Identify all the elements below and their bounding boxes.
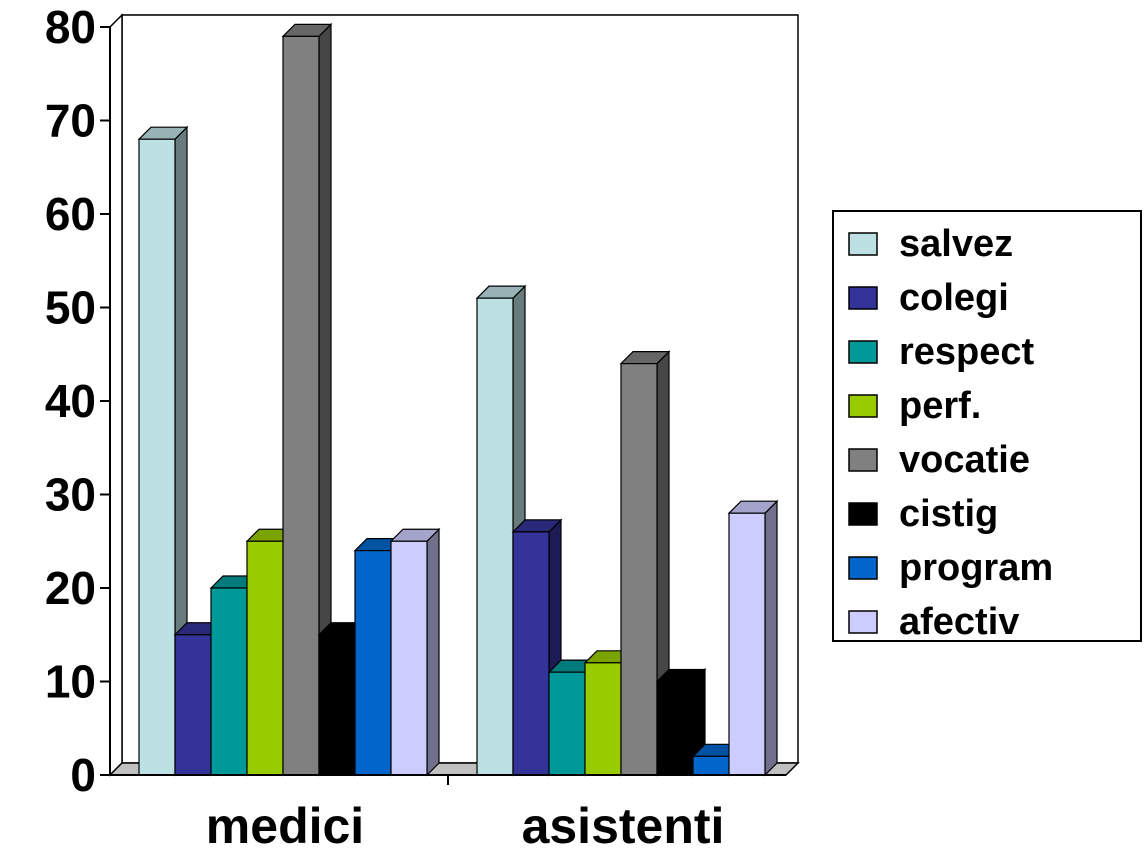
y-tick-label: 40 xyxy=(45,375,96,427)
y-tick-label: 50 xyxy=(45,282,96,334)
bars xyxy=(137,22,779,777)
x-tick-label: medici xyxy=(206,798,364,845)
bar-salvez-medici xyxy=(137,125,189,777)
legend-swatch xyxy=(848,340,878,364)
y-tick-label: 80 xyxy=(45,1,96,53)
y-tick-label: 60 xyxy=(45,188,96,240)
legend[interactable]: salvez colegi respect perf. vocatie cistig pro… xyxy=(832,210,1142,643)
legend-swatch xyxy=(848,556,878,580)
y-tick-label: 20 xyxy=(45,562,96,614)
y-tick-label: 30 xyxy=(45,469,96,521)
bar-afectiv-asistenti xyxy=(727,499,779,777)
legend-swatch xyxy=(848,610,878,634)
axes: 0 10 20 30 40 50 60 70 80 medici asistenti xyxy=(45,1,786,850)
legend-label: cistig xyxy=(899,493,998,535)
legend-item-vocatie[interactable]: vocatie xyxy=(848,439,1030,481)
legend-label: afectiv xyxy=(899,601,1019,643)
legend-item-salvez[interactable]: salvez xyxy=(848,223,1013,265)
legend-box xyxy=(832,210,1142,642)
legend-label: respect xyxy=(899,331,1035,373)
legend-item-afectiv[interactable]: afectiv xyxy=(848,601,1019,643)
legend-swatch xyxy=(848,232,878,256)
legend-label: salvez xyxy=(899,223,1013,265)
legend-label: perf. xyxy=(899,385,981,427)
y-tick-label: 0 xyxy=(70,749,96,801)
legend-swatch xyxy=(848,502,878,526)
bar-vocatie-asistenti xyxy=(619,350,671,777)
legend-item-program[interactable]: program xyxy=(848,547,1053,589)
y-tick-label: 10 xyxy=(45,656,96,708)
y-tick-label: 70 xyxy=(45,95,96,147)
legend-label: program xyxy=(899,547,1053,589)
legend-item-perf[interactable]: perf. xyxy=(848,385,981,427)
legend-swatch xyxy=(848,286,878,310)
legend-swatch xyxy=(848,448,878,472)
legend-label: vocatie xyxy=(899,439,1030,481)
bar-vocatie-medici xyxy=(281,22,333,777)
legend-item-respect[interactable]: respect xyxy=(848,331,1035,373)
legend-item-cistig[interactable]: cistig xyxy=(848,493,998,535)
legend-label: colegi xyxy=(899,277,1009,319)
x-tick-label: asistenti xyxy=(522,798,725,845)
bar-afectiv-medici xyxy=(389,527,441,777)
legend-swatch xyxy=(848,394,878,418)
legend-item-colegi[interactable]: colegi xyxy=(848,277,1009,319)
side-wall xyxy=(109,13,123,777)
